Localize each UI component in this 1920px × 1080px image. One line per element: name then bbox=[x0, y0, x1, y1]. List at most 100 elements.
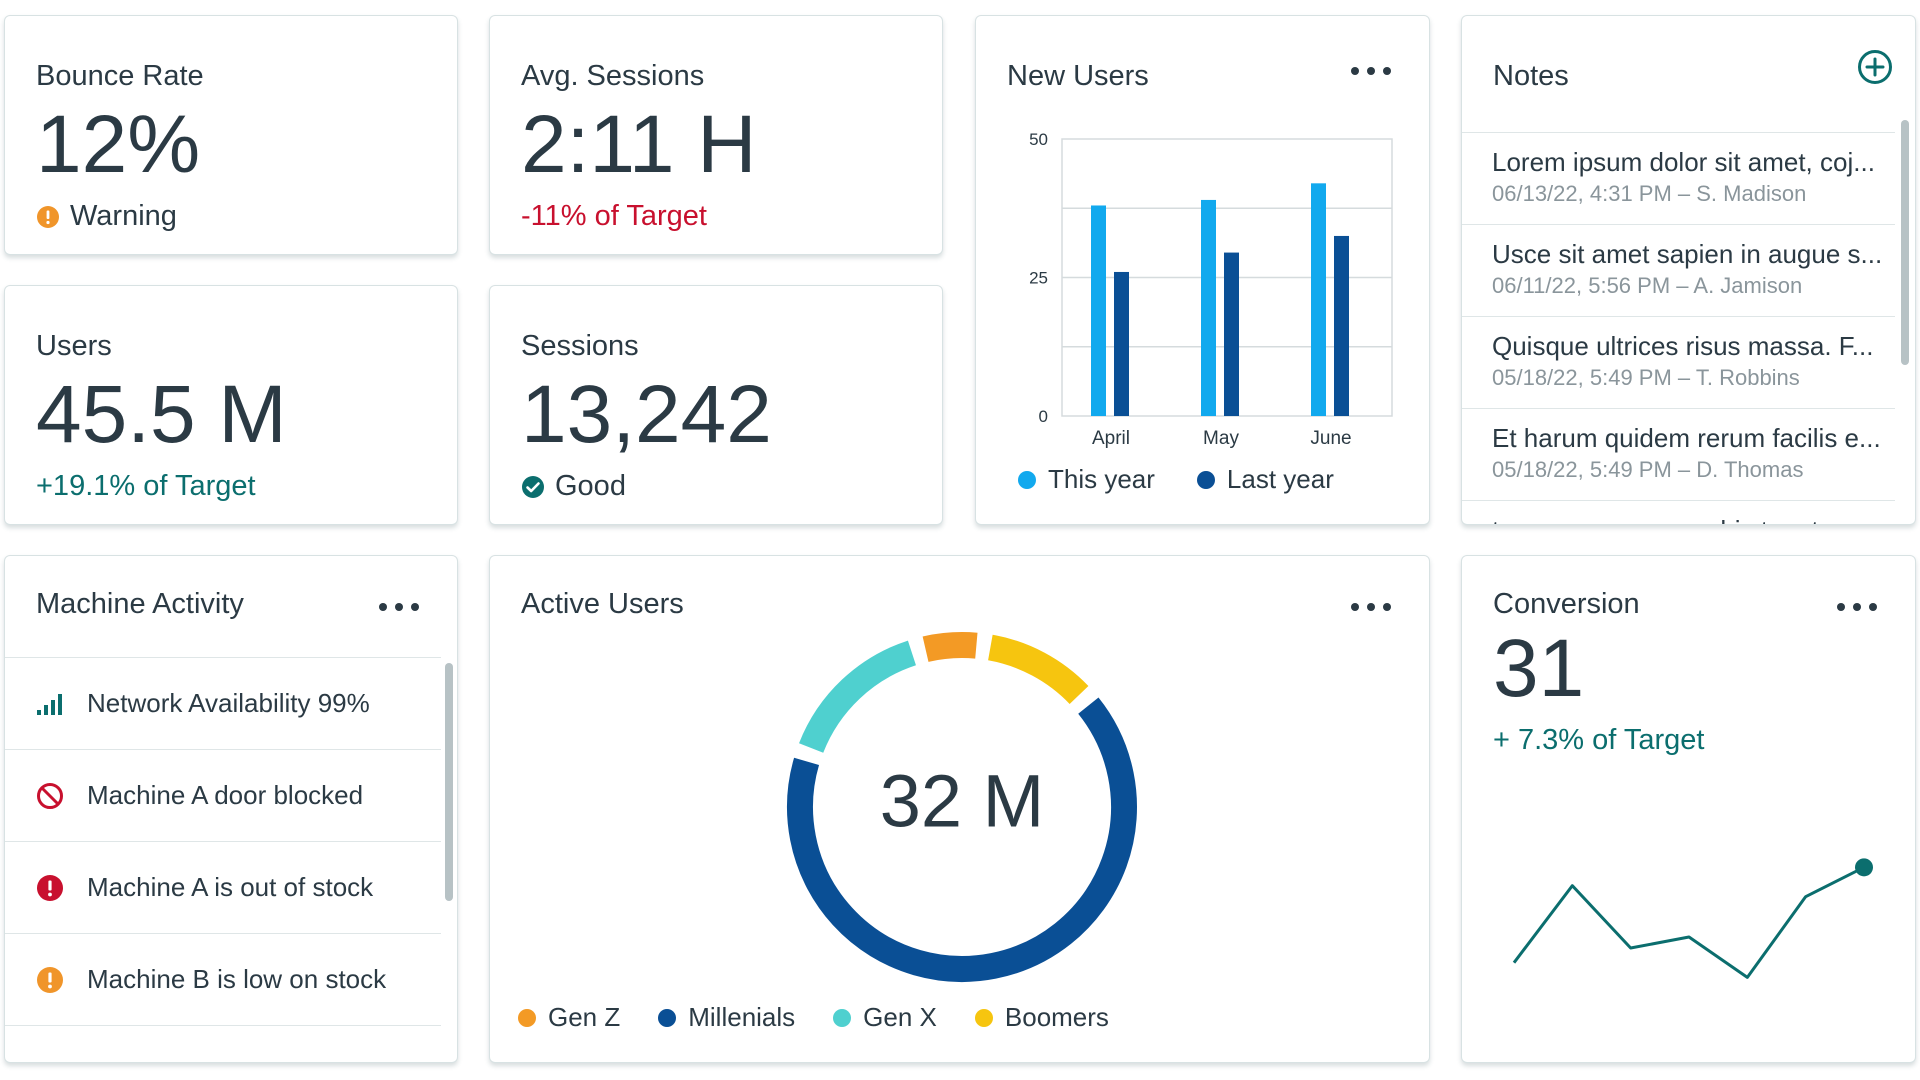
note-text: Lorem ipsum dolor sit amet, coj... bbox=[1492, 147, 1875, 177]
list-item[interactable]: Usce sit amet sapien in augue s... 06/11/… bbox=[1462, 224, 1895, 316]
new-users-legend: This year Last year bbox=[1018, 464, 1376, 495]
list-item[interactable]: taque earum rerum hic tenetur ... bbox=[1462, 500, 1895, 524]
conversion-more-icon[interactable] bbox=[1837, 598, 1877, 614]
slice-boomers bbox=[987, 634, 1089, 705]
conversion-value: 31 bbox=[1493, 623, 1585, 714]
legend-label: Last year bbox=[1226, 464, 1334, 494]
legend-label: Gen Z bbox=[548, 1002, 621, 1032]
bar-last-year bbox=[1114, 271, 1129, 416]
legend-dot bbox=[518, 1008, 536, 1027]
legend-dot bbox=[1196, 470, 1215, 489]
list-item[interactable]: Network Availability 99% bbox=[5, 657, 441, 749]
machine-item-label: Network Availability 99% bbox=[87, 688, 370, 718]
machine-item-label: Machine A door blocked bbox=[87, 780, 364, 810]
conversion-target: + 7.3% of Target bbox=[1493, 724, 1705, 756]
legend-dot bbox=[833, 1008, 852, 1027]
list-item[interactable]: Machine B is low on stock bbox=[5, 933, 441, 1025]
legend-dot bbox=[974, 1008, 993, 1027]
plus-circle-icon[interactable] bbox=[1857, 49, 1893, 85]
notes-list: Lorem ipsum dolor sit amet, coj... 06/13/… bbox=[1462, 132, 1895, 524]
avg-sessions-title: Avg. Sessions bbox=[521, 60, 705, 92]
users-target: +19.1% of Target bbox=[36, 470, 256, 502]
legend-label: Millenials bbox=[688, 1002, 796, 1032]
legend-dot bbox=[1018, 470, 1036, 489]
bounce-rate-card: Bounce Rate 12% Warning bbox=[4, 15, 458, 255]
notes-card: Notes Lorem ipsum dolor sit amet, coj...… bbox=[1461, 15, 1916, 525]
new-users-card: New Users 0 25 50 April May June This year La… bbox=[975, 15, 1430, 525]
note-text: taque earum rerum hic tenetur ... bbox=[1492, 515, 1895, 524]
sessions-status-label: Good bbox=[555, 470, 626, 502]
sessions-status: Good bbox=[521, 470, 626, 503]
conversion-series-line bbox=[1512, 865, 1865, 979]
conversion-last-point bbox=[1855, 858, 1873, 877]
x-tick-label: April bbox=[1092, 428, 1130, 449]
y-tick-label: 50 bbox=[1029, 130, 1048, 149]
legend-dot bbox=[658, 1008, 677, 1027]
avg-sessions-target: -11% of Target bbox=[521, 200, 707, 232]
sessions-value: 13,242 bbox=[521, 369, 772, 460]
y-tick-label: 0 bbox=[1039, 407, 1048, 426]
legend-label: Boomers bbox=[1004, 1002, 1109, 1032]
x-tick-label: June bbox=[1310, 428, 1351, 449]
warning-icon bbox=[35, 965, 65, 995]
avg-sessions-value: 2:11 H bbox=[521, 99, 757, 190]
new-users-bar-chart: 0 25 50 April May June bbox=[1029, 130, 1393, 449]
note-meta: 05/18/22, 5:49 PM – T. Robbins bbox=[1492, 365, 1800, 390]
bar-last-year bbox=[1224, 252, 1239, 416]
x-tick-label: May bbox=[1203, 428, 1239, 449]
note-meta: 06/11/22, 5:56 PM – A. Jamison bbox=[1492, 273, 1803, 298]
notes-scrollbar[interactable] bbox=[1901, 120, 1909, 365]
active-users-legend: Gen Z Millenials Gen X Boomers bbox=[518, 1002, 1151, 1033]
note-text: Usce sit amet sapien in augue s... bbox=[1492, 239, 1883, 269]
legend-item-millenials: Millenials bbox=[658, 1002, 795, 1033]
active-users-more-icon[interactable] bbox=[1351, 598, 1391, 614]
list-item[interactable]: Lorem ipsum dolor sit amet, coj... 06/13/… bbox=[1462, 132, 1895, 224]
signal-bars-icon bbox=[35, 689, 65, 719]
list-item-empty bbox=[5, 1025, 441, 1062]
bounce-rate-status: Warning bbox=[36, 200, 177, 233]
list-item[interactable]: Quisque ultrices risus massa. F... 05/18/… bbox=[1462, 316, 1895, 408]
legend-item-gen-z: Gen Z bbox=[518, 1002, 620, 1033]
bar-last-year bbox=[1334, 235, 1349, 416]
machine-activity-title: Machine Activity bbox=[36, 588, 244, 620]
machine-activity-scrollbar[interactable] bbox=[445, 663, 453, 901]
note-meta: 05/18/22, 5:49 PM – D. Thomas bbox=[1492, 457, 1804, 482]
new-users-more-icon[interactable] bbox=[1351, 62, 1391, 78]
legend-item-this-year: This year bbox=[1018, 464, 1155, 495]
bar-this-year bbox=[1091, 205, 1106, 416]
note-meta: 06/13/22, 4:31 PM – S. Madison bbox=[1492, 181, 1807, 206]
avg-sessions-card: Avg. Sessions 2:11 H -11% of Target bbox=[489, 15, 943, 255]
bounce-rate-status-label: Warning bbox=[70, 200, 177, 232]
machine-activity-more-icon[interactable] bbox=[379, 598, 419, 614]
users-value: 45.5 M bbox=[36, 369, 287, 460]
check-circle-icon bbox=[522, 475, 544, 498]
error-icon bbox=[35, 873, 65, 903]
sessions-title: Sessions bbox=[521, 330, 639, 362]
note-text: Et harum quidem rerum facilis e... bbox=[1492, 423, 1881, 453]
bar-this-year bbox=[1201, 199, 1216, 416]
active-users-donut-chart: 32 M bbox=[787, 632, 1137, 982]
conversion-line-chart bbox=[1512, 858, 1873, 979]
slice-millenials bbox=[787, 697, 1137, 982]
blocked-icon bbox=[35, 781, 65, 811]
warning-icon bbox=[37, 205, 59, 228]
machine-item-label: Machine B is low on stock bbox=[87, 964, 387, 994]
list-item[interactable]: Machine A is out of stock bbox=[5, 841, 441, 933]
list-item[interactable]: Et harum quidem rerum facilis e... 05/18/… bbox=[1462, 408, 1895, 500]
sessions-card: Sessions 13,242 Good bbox=[489, 285, 943, 525]
slice-gen-z bbox=[922, 632, 978, 662]
list-item[interactable]: Machine A door blocked bbox=[5, 749, 441, 841]
legend-label: This year bbox=[1048, 464, 1155, 494]
new-users-title: New Users bbox=[1007, 60, 1149, 92]
y-tick-label: 25 bbox=[1029, 269, 1048, 288]
bar-this-year bbox=[1311, 183, 1326, 416]
machine-item-label: Machine A is out of stock bbox=[87, 872, 374, 902]
users-card: Users 45.5 M +19.1% of Target bbox=[4, 285, 458, 525]
legend-item-boomers: Boomers bbox=[974, 1002, 1109, 1033]
active-users-card: Active Users 32 M Gen Z Millenials Gen X… bbox=[489, 555, 1430, 1063]
slice-gen-x bbox=[799, 640, 917, 753]
legend-item-gen-x: Gen X bbox=[833, 1002, 937, 1033]
notes-title: Notes bbox=[1493, 60, 1569, 92]
bounce-rate-title: Bounce Rate bbox=[36, 60, 204, 92]
note-text: Quisque ultrices risus massa. F... bbox=[1492, 331, 1874, 361]
